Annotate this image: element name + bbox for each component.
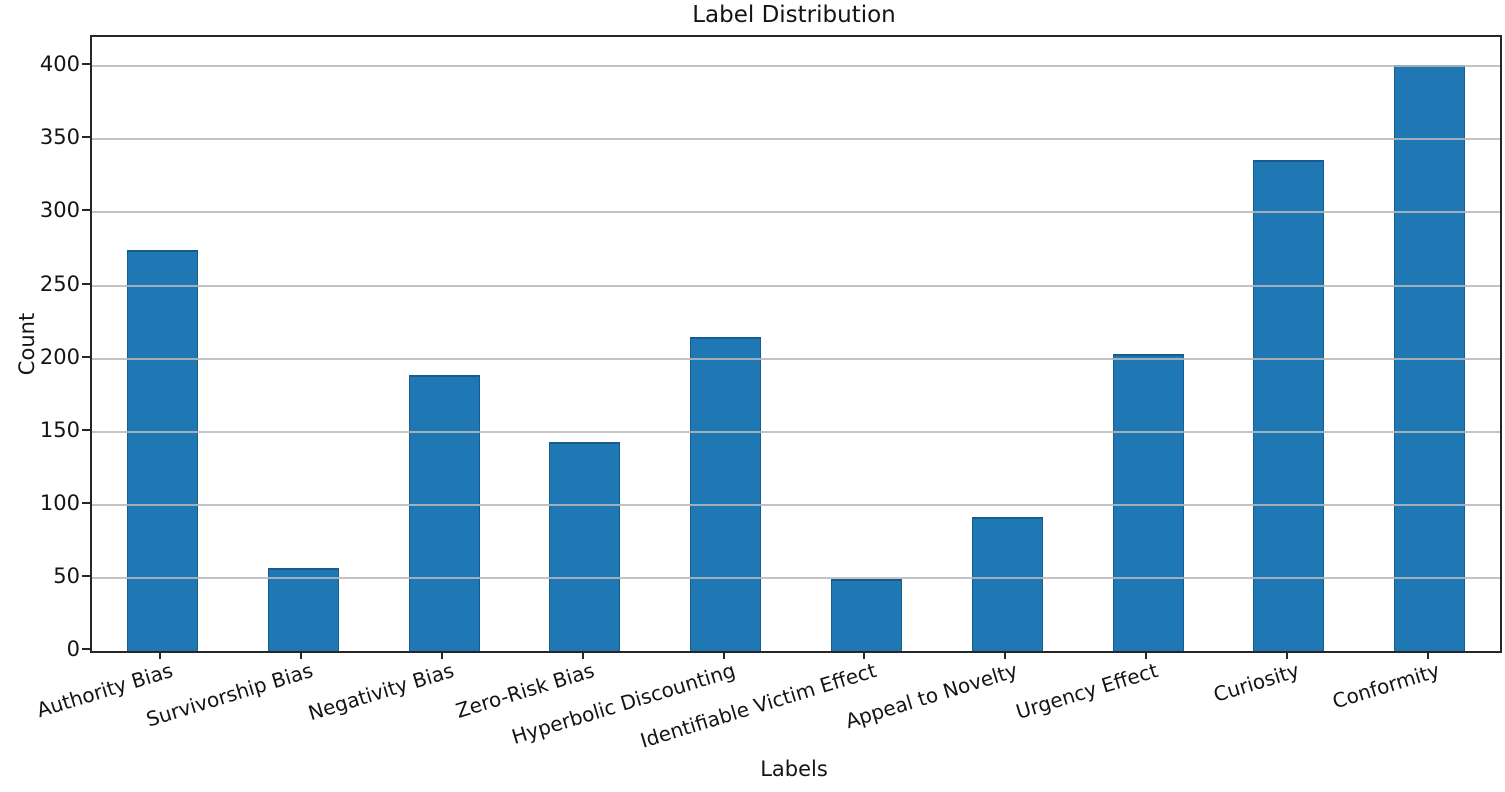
y-tick-label-250: 250: [39, 271, 80, 296]
x-axis-label: Labels: [760, 757, 828, 781]
x-tick-label-conformity: Conformity: [1329, 658, 1443, 714]
y-axis-label: Count: [15, 312, 39, 376]
gridline-y-400: [92, 65, 1500, 68]
gridline-y-350: [92, 138, 1500, 141]
y-tick-mark: [82, 648, 90, 650]
gridline-y-150: [92, 430, 1500, 433]
bar-authority-bias: [126, 250, 198, 651]
y-tick-label-200: 200: [39, 344, 80, 369]
gridline-y-50: [92, 576, 1500, 579]
bar-urgency-effect: [1112, 354, 1184, 651]
x-tick-label-curiosity: Curiosity: [1210, 658, 1302, 707]
y-tick-mark: [82, 209, 90, 212]
x-tick-mark: [722, 651, 725, 659]
x-tick-label-identifiable-victim-effect: Identifiable Victim Effect: [637, 658, 880, 753]
x-tick-mark: [159, 651, 162, 659]
y-tick-label-100: 100: [39, 490, 80, 515]
bar-hyperbolic-discounting: [690, 337, 762, 651]
x-tick-mark: [863, 651, 866, 659]
y-tick-mark: [82, 428, 90, 431]
y-tick-mark: [82, 282, 90, 285]
x-tick-mark: [581, 651, 584, 659]
y-tick-mark: [82, 63, 90, 66]
chart-title: Label Distribution: [692, 2, 896, 28]
x-tick-mark: [1145, 651, 1147, 659]
gridline-y-200: [92, 357, 1500, 360]
y-tick-label-50: 50: [53, 563, 80, 588]
gridline-y-250: [92, 284, 1500, 287]
y-tick-label-150: 150: [39, 417, 80, 442]
x-tick-mark: [1426, 651, 1429, 659]
y-tick-label-0: 0: [66, 637, 80, 661]
x-tick-mark: [300, 651, 303, 659]
bar-negativity-bias: [408, 375, 480, 651]
y-tick-mark: [82, 355, 90, 358]
x-tick-label-negativity-bias: Negativity Bias: [305, 658, 457, 726]
bar-zero-risk-bias: [549, 442, 621, 651]
bar-appeal-to-novelty: [971, 517, 1043, 651]
y-tick-mark: [82, 501, 90, 504]
x-tick-mark: [1004, 651, 1007, 659]
x-tick-mark: [1285, 651, 1288, 659]
y-tick-mark: [82, 574, 90, 577]
bar-curiosity: [1253, 160, 1325, 651]
y-tick-mark: [82, 136, 90, 139]
y-tick-label-400: 400: [39, 52, 80, 77]
bar-identifiable-victim-effect: [830, 579, 902, 651]
x-tick-label-urgency-effect: Urgency Effect: [1013, 658, 1161, 724]
gridline-y-300: [92, 211, 1500, 214]
y-tick-label-300: 300: [39, 198, 80, 223]
x-tick-mark: [441, 651, 443, 659]
bar-survivorship-bias: [267, 568, 339, 651]
gridline-y-100: [92, 503, 1500, 506]
plot-area: [90, 35, 1502, 653]
y-tick-label-350: 350: [39, 125, 80, 150]
